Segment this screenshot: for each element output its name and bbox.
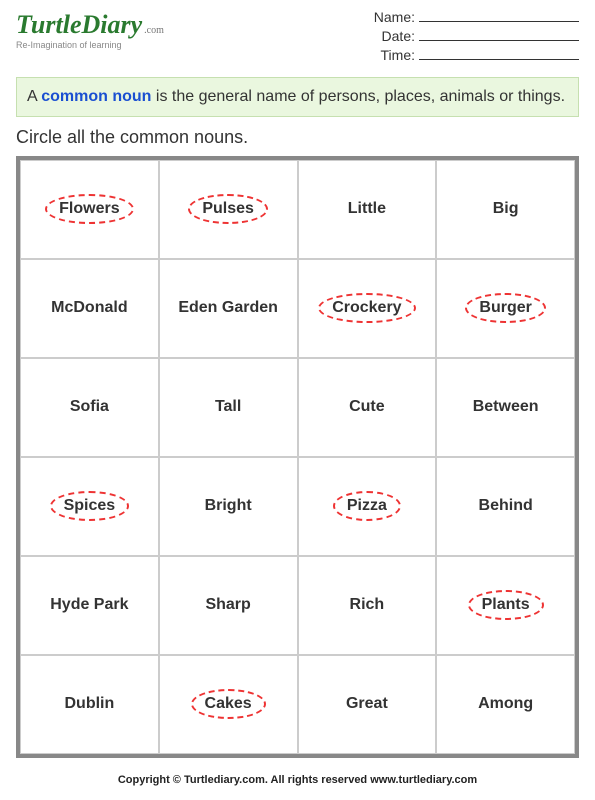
word-text: Flowers	[45, 194, 133, 224]
word-text: Behind	[479, 497, 533, 515]
time-field: Time:	[374, 46, 579, 63]
logo-tagline: Re-Imagination of learning	[16, 40, 164, 50]
word-cell[interactable]: Burger	[436, 259, 575, 358]
word-cell[interactable]: Behind	[436, 457, 575, 556]
word-text: Cute	[349, 398, 385, 416]
grid-row: Spices Bright Pizza Behind	[20, 457, 575, 556]
word-cell[interactable]: McDonald	[20, 259, 159, 358]
word-text: Eden Garden	[178, 299, 278, 317]
word-cell[interactable]: Crockery	[298, 259, 437, 358]
word-cell[interactable]: Pizza	[298, 457, 437, 556]
word-cell[interactable]: Flowers	[20, 160, 159, 259]
definition-term: common noun	[41, 88, 151, 105]
word-cell[interactable]: Bright	[159, 457, 298, 556]
name-label: Name:	[374, 9, 419, 25]
logo-suffix: .com	[144, 25, 164, 36]
word-text: Sofia	[70, 398, 109, 416]
word-cell[interactable]: Sofia	[20, 358, 159, 457]
date-field: Date:	[374, 27, 579, 44]
word-cell[interactable]: Pulses	[159, 160, 298, 259]
word-grid: Flowers Pulses Little Big McDonald Eden Garde…	[16, 156, 579, 758]
header: TurtleDiary.com Re-Imagination of learni…	[0, 0, 595, 69]
word-cell[interactable]: Hyde Park	[20, 556, 159, 655]
word-text: Sharp	[205, 596, 250, 614]
word-text: Little	[348, 200, 386, 218]
word-text: Dublin	[64, 695, 114, 713]
word-cell[interactable]: Spices	[20, 457, 159, 556]
word-text: Between	[473, 398, 539, 416]
word-cell[interactable]: Dublin	[20, 655, 159, 754]
word-cell[interactable]: Plants	[436, 556, 575, 655]
date-line[interactable]	[419, 27, 579, 41]
definition-box: A common noun is the general name of per…	[16, 77, 579, 117]
word-text: Bright	[205, 497, 252, 515]
word-text: Great	[346, 695, 388, 713]
grid-row: Dublin Cakes Great Among	[20, 655, 575, 754]
instructions: Circle all the common nouns.	[16, 127, 579, 148]
word-text: Plants	[468, 590, 544, 620]
grid-row: McDonald Eden Garden Crockery Burger	[20, 259, 575, 358]
word-cell[interactable]: Between	[436, 358, 575, 457]
info-fields: Name: Date: Time:	[374, 8, 579, 65]
word-cell[interactable]: Little	[298, 160, 437, 259]
footer: Copyright © Turtlediary.com. All rights …	[0, 774, 595, 786]
date-label: Date:	[382, 28, 419, 44]
word-cell[interactable]: Tall	[159, 358, 298, 457]
word-cell[interactable]: Among	[436, 655, 575, 754]
word-text: Rich	[350, 596, 385, 614]
word-text: Hyde Park	[50, 596, 128, 614]
word-cell[interactable]: Rich	[298, 556, 437, 655]
name-field: Name:	[374, 8, 579, 25]
word-text: McDonald	[51, 299, 127, 317]
word-text: Tall	[215, 398, 241, 416]
word-text: Spices	[50, 491, 130, 521]
word-text: Pulses	[188, 194, 268, 224]
word-cell[interactable]: Cakes	[159, 655, 298, 754]
logo: TurtleDiary.com Re-Imagination of learni…	[16, 8, 164, 50]
word-text: Cakes	[191, 689, 266, 719]
word-text: Burger	[465, 293, 545, 323]
word-cell[interactable]: Sharp	[159, 556, 298, 655]
word-text: Pizza	[333, 491, 401, 521]
word-cell[interactable]: Big	[436, 160, 575, 259]
word-cell[interactable]: Great	[298, 655, 437, 754]
grid-row: Hyde Park Sharp Rich Plants	[20, 556, 575, 655]
word-text: Crockery	[318, 293, 415, 323]
logo-text: TurtleDiary.com	[16, 12, 164, 38]
logo-main: TurtleDiary	[16, 10, 142, 39]
word-cell[interactable]: Eden Garden	[159, 259, 298, 358]
time-line[interactable]	[419, 46, 579, 60]
word-cell[interactable]: Cute	[298, 358, 437, 457]
grid-row: Flowers Pulses Little Big	[20, 160, 575, 259]
word-text: Big	[493, 200, 519, 218]
definition-prefix: A	[27, 88, 41, 105]
grid-row: Sofia Tall Cute Between	[20, 358, 575, 457]
time-label: Time:	[381, 47, 419, 63]
definition-rest: is the general name of persons, places, …	[151, 88, 565, 105]
word-text: Among	[478, 695, 533, 713]
name-line[interactable]	[419, 8, 579, 22]
